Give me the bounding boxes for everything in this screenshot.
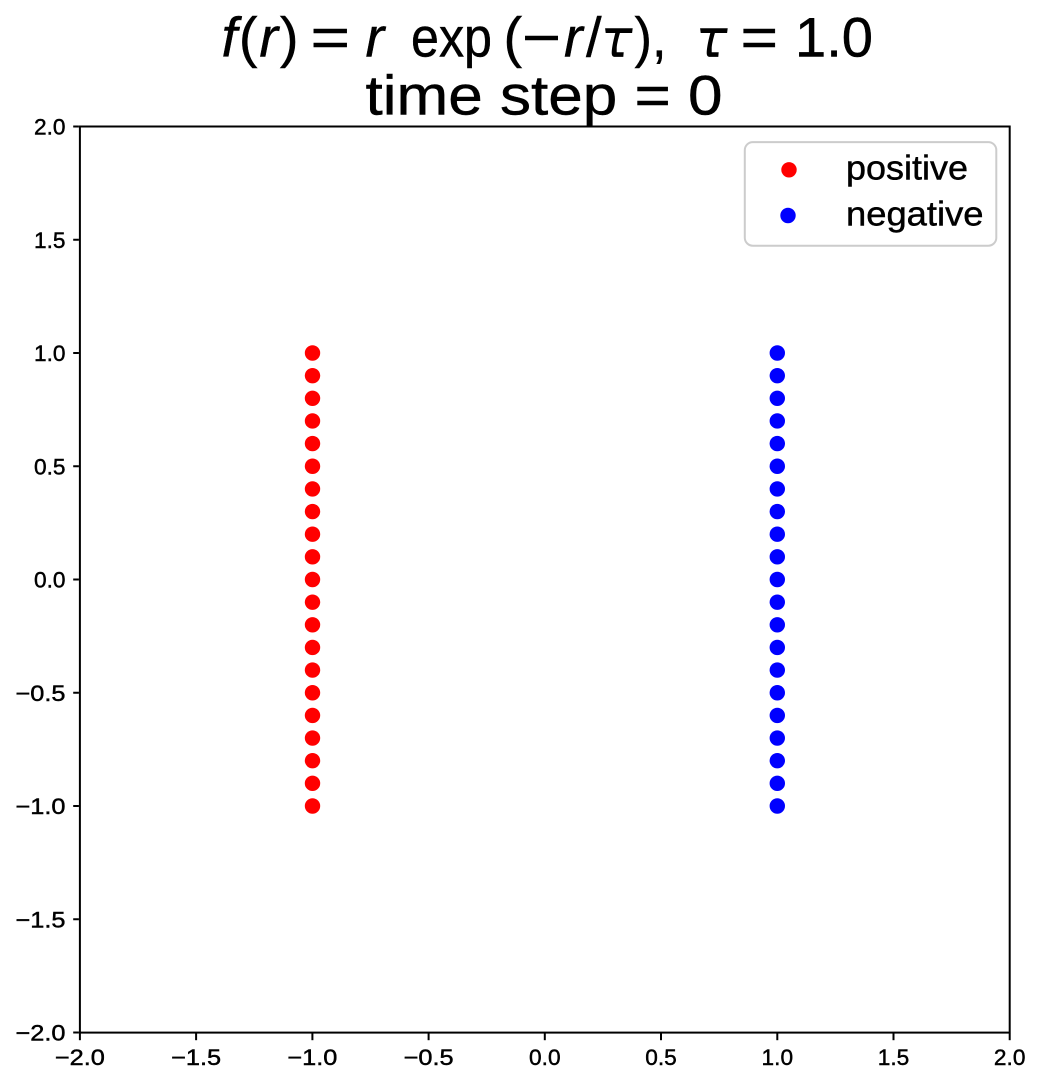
- svg-text:0.0: 0.0: [34, 568, 66, 593]
- svg-text:0.5: 0.5: [645, 1045, 677, 1070]
- svg-text:−2.0: −2.0: [55, 1045, 105, 1070]
- svg-text:0.0: 0.0: [529, 1045, 561, 1070]
- svg-text:1.0: 1.0: [762, 1045, 794, 1070]
- svg-text:1.5: 1.5: [34, 228, 66, 253]
- svg-text:r: r: [366, 6, 387, 69]
- svg-text:f(r): f(r): [222, 6, 299, 69]
- svg-text:=: =: [311, 6, 351, 69]
- svg-text:negative: negative: [846, 196, 984, 234]
- svg-text:−1.5: −1.5: [16, 907, 66, 932]
- svg-text:/: /: [586, 6, 602, 69]
- svg-text:−1.0: −1.0: [287, 1045, 337, 1070]
- svg-text:(: (: [504, 6, 523, 69]
- svg-text:r: r: [564, 6, 585, 69]
- svg-text:−0.5: −0.5: [404, 1045, 454, 1070]
- svg-text:1.0: 1.0: [34, 341, 66, 366]
- svg-text:time step = 0: time step = 0: [366, 63, 723, 126]
- svg-text:1.5: 1.5: [878, 1045, 910, 1070]
- svg-text:2.0: 2.0: [34, 115, 66, 140]
- svg-text:−1.5: −1.5: [171, 1045, 221, 1070]
- svg-text:2.0: 2.0: [994, 1045, 1026, 1070]
- svg-text:−: −: [522, 6, 561, 69]
- svg-text:−1.0: −1.0: [16, 794, 66, 819]
- svg-text:),: ),: [635, 6, 667, 69]
- svg-text:positive: positive: [846, 150, 968, 188]
- svg-text:exp: exp: [411, 6, 492, 69]
- svg-text:−2.0: −2.0: [16, 1021, 66, 1046]
- svg-text:1.0: 1.0: [795, 6, 873, 69]
- svg-text:0.5: 0.5: [34, 454, 66, 479]
- svg-text:=: =: [741, 6, 779, 69]
- svg-text:−0.5: −0.5: [16, 681, 66, 706]
